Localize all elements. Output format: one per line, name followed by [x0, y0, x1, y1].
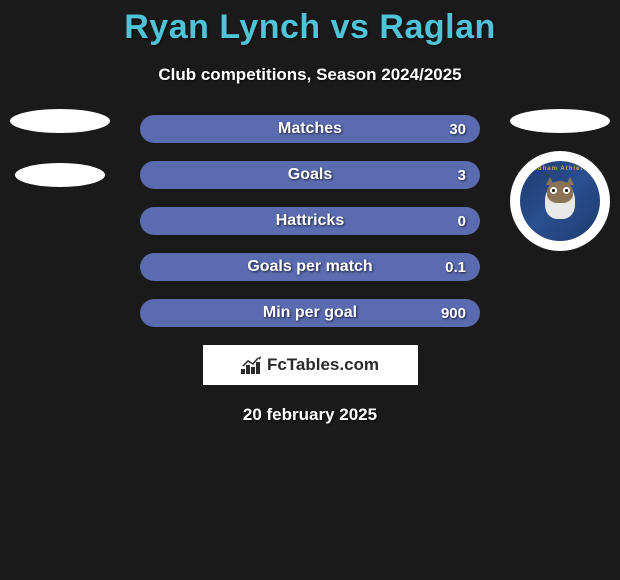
stat-value: 30: [449, 115, 466, 143]
club-crest-container: Oldham Athletic: [510, 151, 610, 251]
right-badge-placeholder-1: [510, 109, 610, 133]
club-crest-icon: Oldham Athletic: [520, 161, 600, 241]
stat-bars: Matches 30 Goals 3 Hattricks 0 Goals per…: [140, 115, 480, 327]
fctables-logo: FcTables.com: [241, 355, 379, 375]
comparison-panel: Oldham Athletic Matches 30 G: [0, 115, 620, 425]
left-player-badges: [10, 109, 110, 187]
chart-up-icon: [241, 356, 263, 374]
stat-label: Goals: [288, 166, 332, 184]
owl-icon: [540, 181, 580, 221]
stat-label: Min per goal: [263, 304, 357, 322]
stat-bar-min-per-goal: Min per goal 900: [140, 299, 480, 327]
date-label: 20 february 2025: [0, 405, 620, 425]
left-badge-placeholder-2: [15, 163, 105, 187]
right-player-badges: Oldham Athletic: [510, 109, 610, 251]
stat-value: 0.1: [445, 253, 466, 281]
stat-bar-goals: Goals 3: [140, 161, 480, 189]
left-badge-placeholder-1: [10, 109, 110, 133]
stat-label: Matches: [278, 120, 342, 138]
footer-brand-text: FcTables.com: [267, 355, 379, 375]
stat-label: Hattricks: [276, 212, 344, 230]
stat-value: 900: [441, 299, 466, 327]
club-crest-name: Oldham Athletic: [520, 166, 600, 172]
stat-value: 0: [458, 207, 466, 235]
stat-bar-goals-per-match: Goals per match 0.1: [140, 253, 480, 281]
stat-bar-matches: Matches 30: [140, 115, 480, 143]
page-title: Ryan Lynch vs Raglan: [0, 0, 620, 47]
stat-label: Goals per match: [247, 258, 372, 276]
subtitle: Club competitions, Season 2024/2025: [0, 65, 620, 85]
stat-value: 3: [458, 161, 466, 189]
stat-bar-hattricks: Hattricks 0: [140, 207, 480, 235]
footer-brand-box: FcTables.com: [203, 345, 418, 385]
